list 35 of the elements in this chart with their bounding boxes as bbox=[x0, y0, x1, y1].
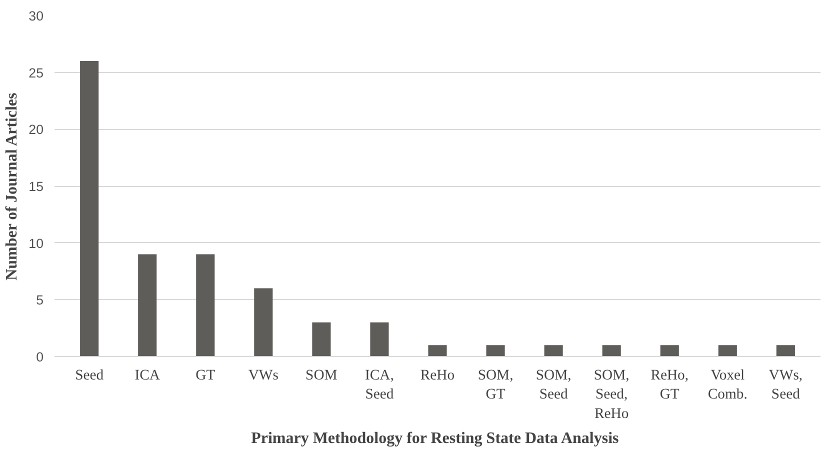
bar bbox=[138, 254, 157, 356]
x-tick-label: VWs, Seed bbox=[768, 368, 803, 403]
bar bbox=[428, 345, 447, 356]
y-tick-label: 25 bbox=[28, 65, 44, 80]
x-tick-label: SOM bbox=[306, 368, 338, 384]
x-axis-title: Primary Methodology for Resting State Data Analysis bbox=[251, 430, 619, 447]
x-tick-label: ReHo, GT bbox=[650, 368, 689, 403]
bar bbox=[718, 345, 737, 356]
y-tick-label: 20 bbox=[28, 122, 44, 138]
x-tick-label: VWs bbox=[248, 368, 279, 384]
bar bbox=[80, 60, 99, 356]
bar bbox=[660, 345, 679, 356]
x-tick-label: ICA, Seed bbox=[365, 368, 394, 403]
bar bbox=[486, 345, 505, 356]
x-tick-label: SOM, Seed, ReHo bbox=[594, 368, 630, 422]
x-tick-label: GT bbox=[196, 368, 216, 384]
y-tick-label: 10 bbox=[28, 236, 44, 251]
bar bbox=[370, 322, 389, 356]
y-tick-label: 30 bbox=[28, 8, 44, 24]
x-tick-label: Seed bbox=[75, 368, 104, 384]
y-axis-title: Number of Journal Articles bbox=[4, 92, 21, 280]
x-tick-label: ReHo bbox=[420, 368, 455, 384]
bar bbox=[776, 345, 795, 356]
y-tick-label: 5 bbox=[36, 292, 44, 308]
y-tick-label: 0 bbox=[36, 350, 44, 364]
x-tick-label: Voxel Comb. bbox=[708, 368, 748, 403]
bar bbox=[544, 345, 563, 356]
x-tick-label: SOM, Seed bbox=[536, 368, 572, 403]
bar bbox=[196, 254, 215, 356]
bar bbox=[602, 345, 621, 356]
bar bbox=[254, 288, 273, 356]
x-tick-label: SOM, GT bbox=[478, 368, 514, 403]
bar bbox=[312, 322, 331, 356]
y-tick-label: 15 bbox=[28, 179, 44, 194]
x-tick-label: ICA bbox=[134, 368, 160, 384]
